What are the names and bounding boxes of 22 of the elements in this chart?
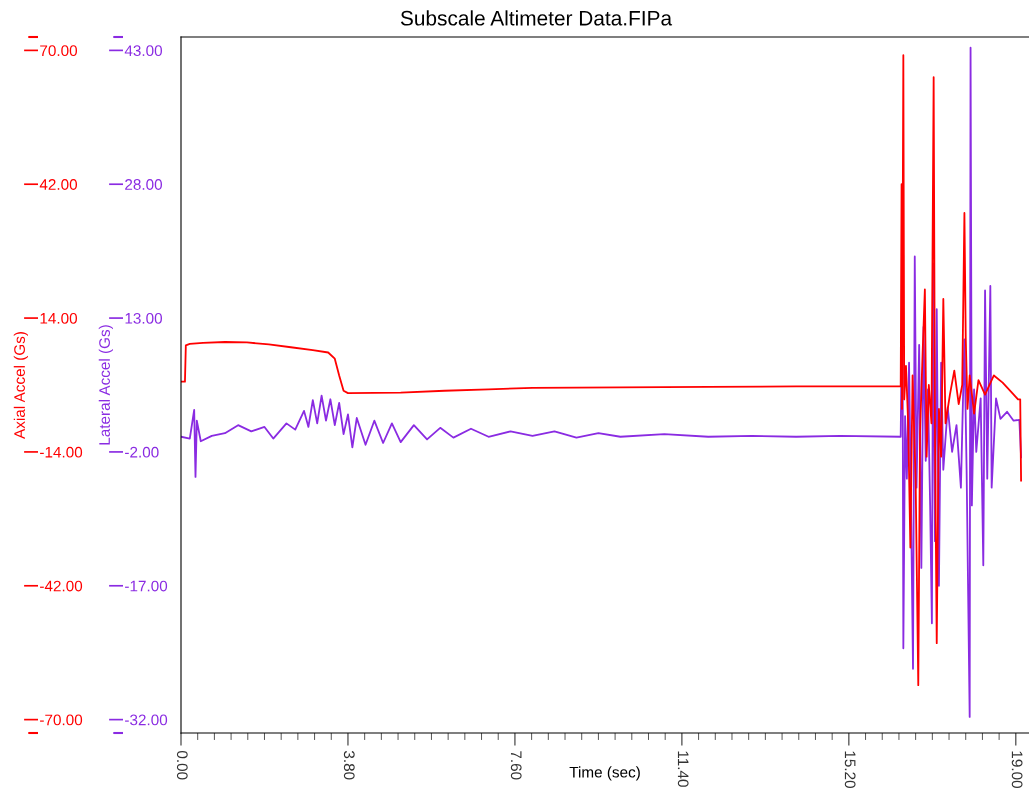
x-tick-label: 15.20 <box>844 751 856 788</box>
y2-tick-label: -17.00 <box>125 580 168 592</box>
y-axis-title: Axial Accel (Gs) <box>13 332 28 439</box>
y-tick-label: 70.00 <box>40 45 78 57</box>
y-tick-label: -70.00 <box>40 714 83 726</box>
y2-tick-label: -2.00 <box>125 446 159 458</box>
y-tick-label: -14.00 <box>40 446 83 458</box>
y2-tick-label: 28.00 <box>125 179 163 190</box>
y2-tick-label: 43.00 <box>124 45 163 57</box>
y2-tick-label: 13.00 <box>125 312 163 324</box>
x-tick-label: 7.60 <box>510 751 522 780</box>
chart-title: Subscale Altimeter Data.FIPa <box>400 10 673 26</box>
x-tick-label: 3.80 <box>343 750 355 780</box>
y2-axis-title: Lateral Accel (Gs) <box>98 325 113 445</box>
y2-tick-label: -32.00 <box>125 714 168 726</box>
x-tick-label: 0.00 <box>176 750 188 780</box>
y-tick-label: -42.00 <box>40 580 83 592</box>
x-axis-title: Time (sec) <box>569 766 640 781</box>
y-tick-label: 42.00 <box>39 179 78 190</box>
x-tick-label: 19.00 <box>1011 751 1023 788</box>
y-tick-label: 14.00 <box>40 312 78 324</box>
x-tick-label: 11.40 <box>677 751 689 787</box>
